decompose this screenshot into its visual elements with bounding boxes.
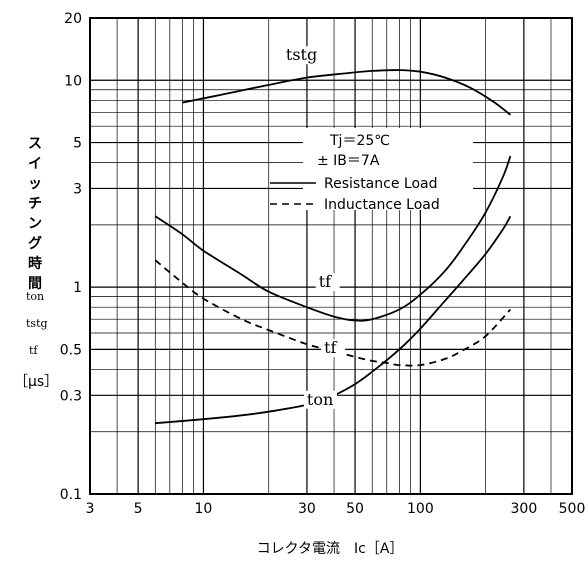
ylabel-unit: ［μs］: [14, 374, 58, 390]
x-tick-label: 300: [511, 501, 538, 517]
tick-labels: 3 5 10 30 50 100 300 500 0.1 0.3 0.5 1 3 5 10 20: [60, 11, 586, 517]
curve-label-tstg: tstg: [286, 45, 317, 64]
y-tick-label: 0.5: [60, 342, 82, 358]
ylabel-char: ン: [28, 216, 42, 232]
legend-inductance-label: Inductance Load: [324, 197, 440, 213]
ylabel-char: グ: [28, 235, 42, 252]
grid: [90, 18, 572, 494]
curve-label-tf: tf: [319, 272, 332, 291]
ylabel-char: イ: [28, 156, 42, 172]
ylabel-char: ッ: [28, 176, 42, 192]
ylabel-tstg: tstg: [26, 317, 48, 330]
y-tick-label: 20: [64, 11, 82, 27]
x-tick-label: 30: [298, 501, 316, 517]
x-tick-label: 100: [407, 501, 434, 517]
curve-labels: tstg tf tf ton: [282, 45, 346, 409]
curve-label-background: [303, 390, 337, 409]
y-tick-label: 1: [73, 280, 82, 296]
curve-label-background: [315, 273, 340, 292]
ylabel-char: チ: [28, 196, 42, 212]
x-tick-label: 50: [346, 501, 364, 517]
y-tick-label: 10: [64, 73, 82, 89]
legend: Tj＝25℃ ± IB＝7A Resistance Load Inductanc…: [270, 128, 473, 213]
x-tick-label: 500: [559, 501, 586, 517]
legend-resistance-label: Resistance Load: [324, 176, 437, 192]
y-tick-label: 0.1: [60, 487, 82, 503]
curve-label-tf: tf: [324, 338, 337, 357]
y-tick-label: 0.3: [60, 388, 82, 404]
curves: [154, 69, 512, 425]
ylabel-ton: ton: [26, 290, 44, 303]
x-tick-label: 10: [195, 501, 213, 517]
curve-label-background: [321, 339, 346, 358]
condition-tj: Tj＝25℃: [329, 133, 390, 149]
x-axis-label: コレクタ電流 Ic［A］: [257, 541, 404, 557]
ylabel-char: ス: [28, 136, 42, 152]
ylabel-char: 時: [28, 255, 42, 272]
y-tick-label: 5: [73, 136, 82, 152]
ylabel-tf: tf: [29, 344, 38, 357]
legend-background: [303, 128, 473, 210]
y-axis-label: ス イ ッ チ ン グ 時 間 ton tstg tf ［μs］: [14, 136, 58, 390]
y-tick-label: 3: [73, 181, 82, 197]
ylabel-char: 間: [28, 276, 42, 292]
series-tf-solid: [154, 155, 512, 322]
plot-frame: [89, 17, 573, 495]
x-tick-label: 5: [134, 501, 143, 517]
series-ton-solid: [155, 215, 512, 425]
curve-label-background: [282, 46, 325, 65]
x-tick-label: 3: [86, 501, 95, 517]
series-tstg-solid: [182, 69, 511, 116]
condition-ib: ± IB＝7A: [317, 153, 380, 169]
series-tf-dashed: [154, 259, 512, 367]
curve-label-ton: ton: [307, 390, 333, 409]
